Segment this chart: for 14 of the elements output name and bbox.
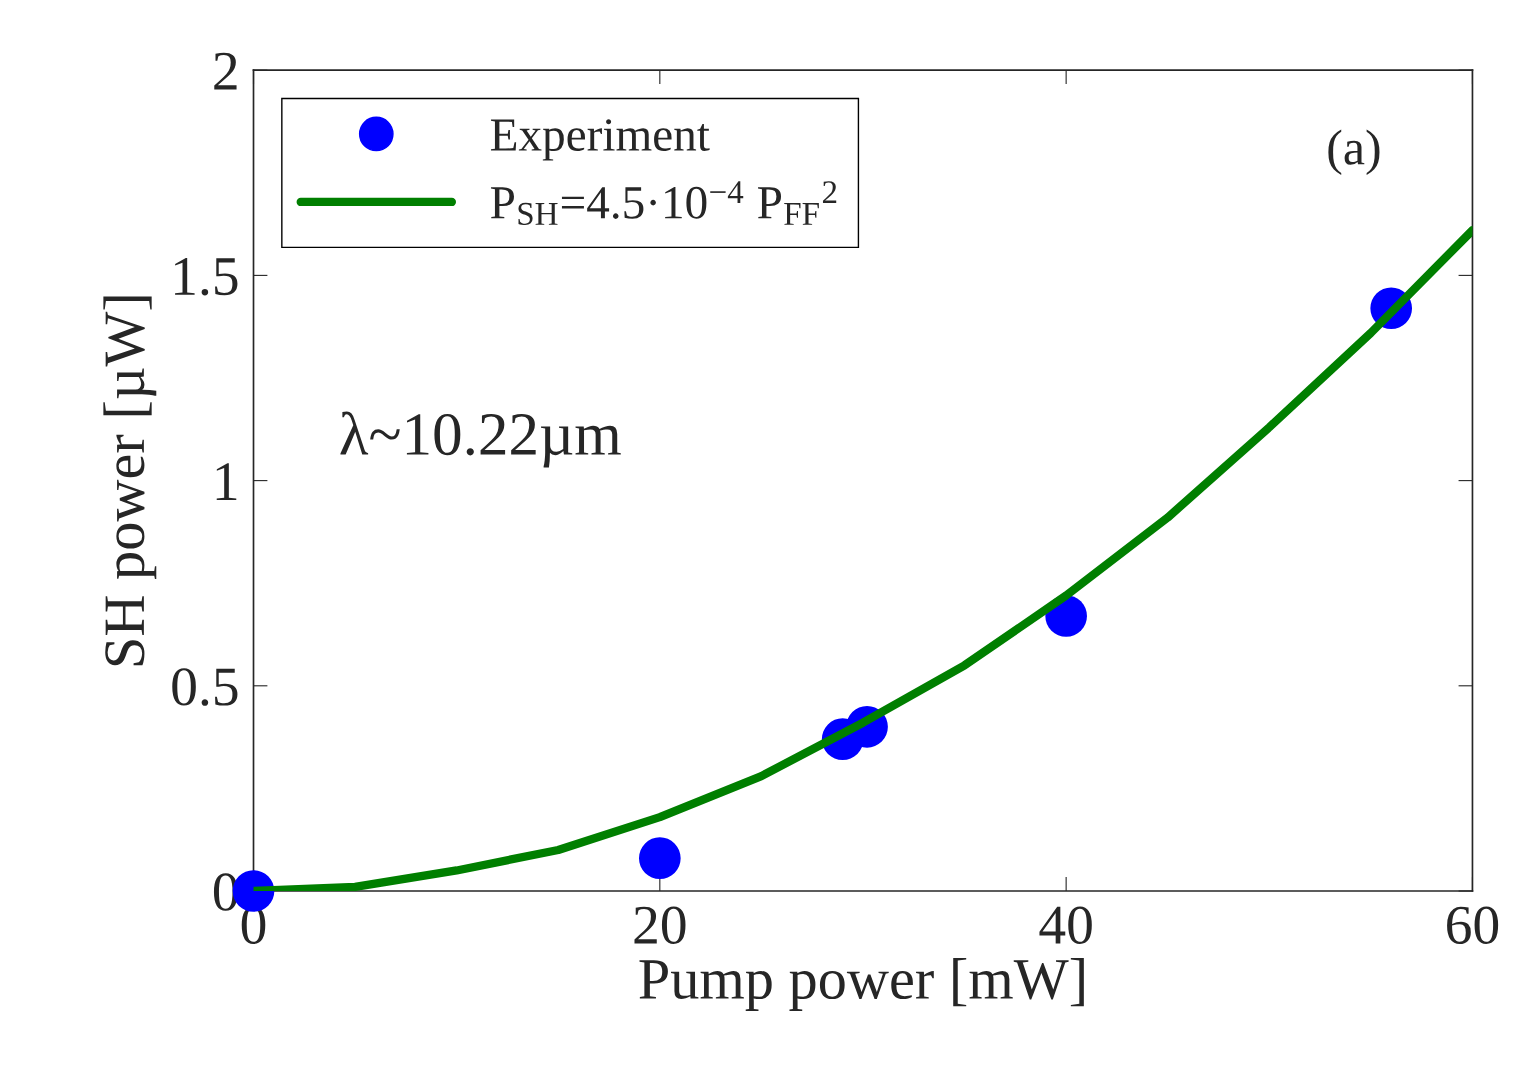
point bbox=[638, 837, 681, 879]
x-tick-label: 20 bbox=[634, 906, 686, 944]
x-axis-title: Pump power [mW] bbox=[639, 958, 1084, 1011]
y-tick-label: 1.5 bbox=[175, 258, 238, 296]
y-tick-label: 1 bbox=[216, 463, 237, 500]
x-tick-label: 40 bbox=[1039, 906, 1092, 944]
legend-label: P$_{SH}$=4.5·10$^{−4}$ P$_{FF}$$^{2}$ bbox=[490, 181, 837, 226]
x-tick-label: 60 bbox=[1447, 906, 1499, 944]
annotation: λ~10.22µm bbox=[340, 411, 621, 468]
legend-label: Experiment bbox=[490, 119, 710, 161]
y-tick-label: 0.5 bbox=[172, 668, 238, 706]
annotation: (a) bbox=[1328, 129, 1380, 175]
y-axis-title: SH power [µW] bbox=[103, 296, 157, 666]
y-tick-label: 2 bbox=[214, 52, 237, 90]
